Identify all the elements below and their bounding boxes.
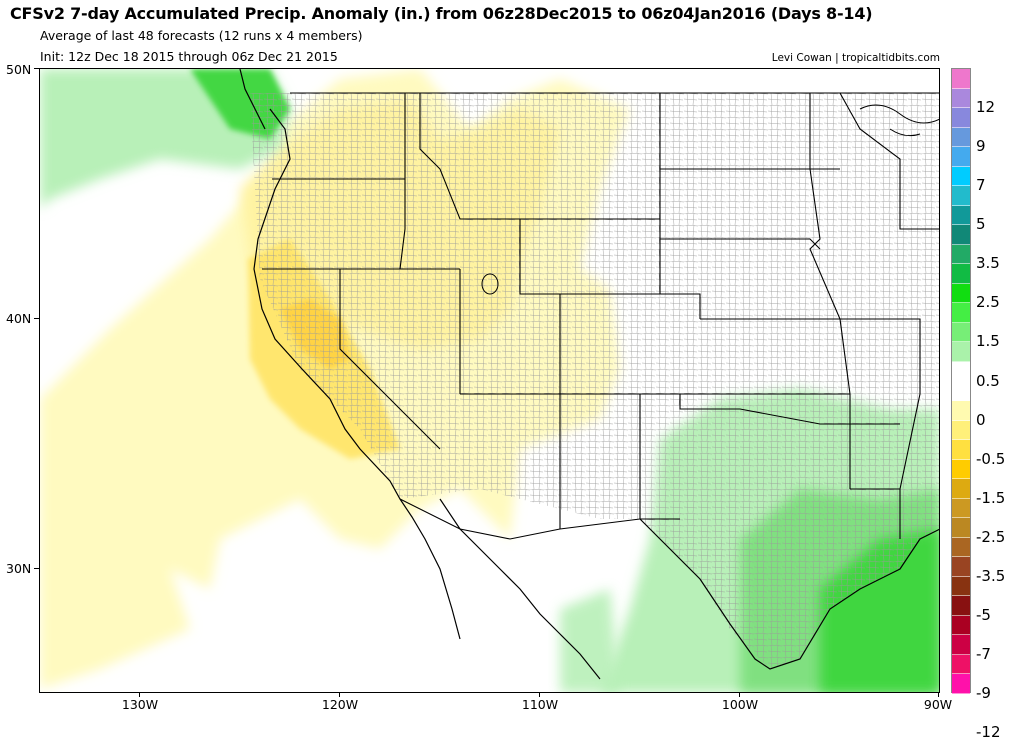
lon-label-130w: 130W (121, 697, 159, 712)
colorbar-label: 2.5 (976, 293, 1000, 312)
lon-label-110w: 110W (521, 697, 559, 712)
colorbar-swatch (952, 69, 970, 89)
colorbar-swatch (952, 596, 970, 616)
colorbar-label: -9 (976, 684, 991, 702)
colorbar-swatch (952, 459, 970, 480)
chart-title: CFSv2 7-day Accumulated Precip. Anomaly … (10, 4, 873, 23)
colorbar-swatch (952, 420, 970, 441)
colorbar (951, 68, 971, 694)
lon-tick (739, 693, 740, 697)
lon-tick (339, 693, 340, 697)
colorbar-swatch (952, 674, 970, 694)
state-borders (262, 92, 939, 540)
colorbar-label: 7 (976, 176, 986, 195)
colorbar-swatch (952, 264, 970, 284)
lon-tick (139, 693, 140, 697)
colorbar-label: -1.5 (976, 488, 1006, 507)
lat-label-50n: 50N (6, 62, 32, 77)
lon-label-120w: 120W (321, 697, 359, 712)
colorbar-swatch (952, 88, 970, 109)
lon-tick (539, 693, 540, 697)
chart-subtitle: Average of last 48 forecasts (12 runs x … (40, 28, 363, 43)
lat-label-40n: 40N (6, 311, 32, 326)
colorbar-label: 0.5 (976, 371, 1000, 390)
colorbar-swatch (952, 518, 970, 538)
colorbar-label: -12 (976, 723, 1001, 741)
colorbar-swatch (952, 361, 970, 382)
colorbar-label: 9 (976, 137, 986, 156)
colorbar-label: 12 (976, 98, 996, 117)
colorbar-swatch (952, 342, 970, 362)
lon-label-100w: 100W (721, 697, 759, 712)
county-lines (250, 93, 939, 669)
colorbar-swatch (952, 166, 970, 187)
precip-anomaly-map (39, 68, 940, 693)
lakes (481, 104, 939, 295)
colorbar-swatch (952, 147, 970, 167)
colorbar-swatch (952, 205, 970, 226)
colorbar-swatch (952, 225, 970, 245)
colorbar-swatch (952, 479, 970, 499)
colorbar-swatch (952, 283, 970, 304)
colorbar-label: -5 (976, 605, 991, 624)
colorbar-swatch (952, 303, 970, 323)
colorbar-swatch (952, 127, 970, 148)
colorbar-swatch (952, 244, 970, 265)
colorbar-label: -0.5 (976, 449, 1006, 468)
lat-tick (34, 318, 39, 319)
colorbar-swatch (952, 654, 970, 675)
colorbar-swatch (952, 635, 970, 655)
colorbar-swatch (952, 537, 970, 558)
colorbar-label: -2.5 (976, 527, 1006, 546)
colorbar-label: 1.5 (976, 332, 1000, 351)
colorbar-swatch (952, 440, 970, 460)
colorbar-swatch (952, 322, 970, 343)
colorbar-swatch (952, 615, 970, 636)
colorbar-swatch (952, 498, 970, 519)
credit-label: Levi Cowan | tropicaltidbits.com (771, 52, 940, 64)
colorbar-swatch (952, 576, 970, 597)
map-canvas (40, 69, 939, 692)
lat-tick (34, 68, 39, 69)
lon-tick (938, 693, 939, 697)
colorbar-label: -3.5 (976, 566, 1006, 585)
colorbar-label: 3.5 (976, 254, 1000, 273)
colorbar-swatch (952, 108, 970, 128)
lon-label-90w: 90W (923, 697, 953, 712)
colorbar-swatch (952, 186, 970, 206)
colorbar-label: 0 (976, 410, 986, 429)
coastline (239, 69, 939, 680)
lat-label-30n: 30N (6, 561, 32, 576)
colorbar-label: -7 (976, 644, 991, 663)
colorbar-swatch (952, 381, 970, 402)
colorbar-swatch (952, 401, 970, 421)
colorbar-label: 5 (976, 215, 986, 234)
init-info: Init: 12z Dec 18 2015 through 06z Dec 21… (40, 49, 338, 64)
colorbar-swatch (952, 557, 970, 577)
lat-tick (34, 568, 39, 569)
